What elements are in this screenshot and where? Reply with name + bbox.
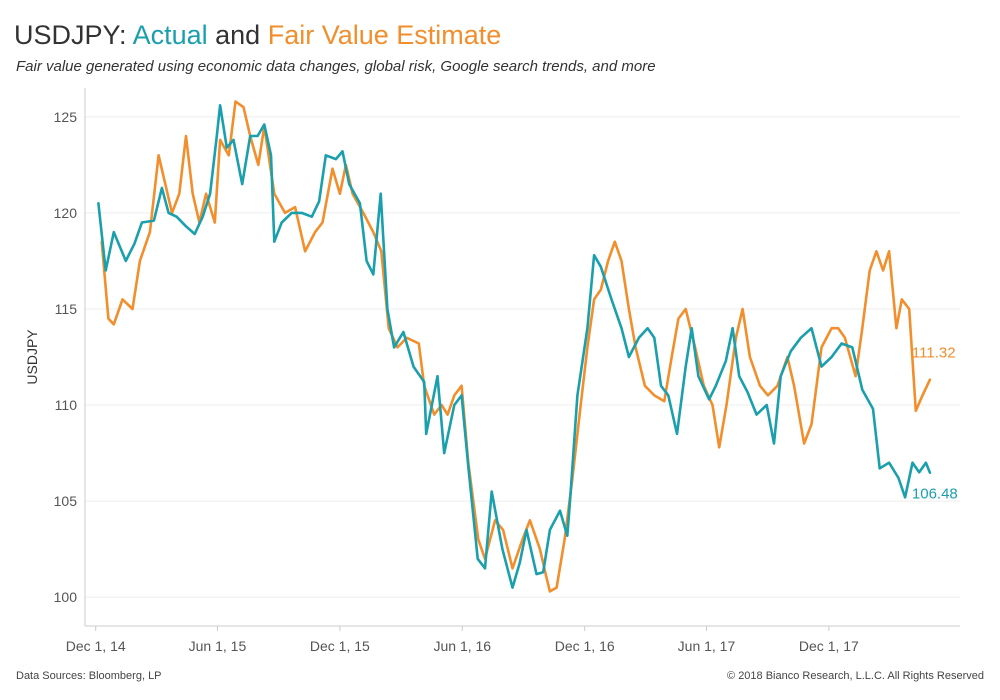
x-tick-label: Dec 1, 17 <box>799 638 859 654</box>
end-label-fair-value-estimate: 111.32 <box>912 345 956 362</box>
title-fair: Fair Value Estimate <box>267 20 502 50</box>
data-sources: Data Sources: Bloomberg, LP <box>16 670 162 682</box>
x-tick-label: Dec 1, 16 <box>555 638 615 654</box>
x-tick-label: Dec 1, 15 <box>310 638 370 654</box>
copyright: © 2018 Bianco Research, L.L.C. All Right… <box>727 670 984 682</box>
title-actual: Actual <box>132 20 208 50</box>
series-line-fair-value-estimate <box>100 100 932 593</box>
title-and: and <box>215 20 261 50</box>
axes: 100 105 110 115 120 125 Dec 1, 14 Jun 1, 15 Dec … <box>24 88 960 654</box>
series-lines <box>97 100 932 593</box>
x-tick-label: Jun 1, 16 <box>433 638 491 654</box>
chart-title: USDJPY: Actual and Fair Value Estimate <box>14 20 501 51</box>
chart-subtitle: Fair value generated using economic data… <box>16 58 656 75</box>
y-tick-label: 110 <box>55 397 78 413</box>
y-tick-label: 105 <box>54 493 78 509</box>
y-tick-label: 100 <box>54 589 78 605</box>
y-axis-title: USDJPY <box>24 329 40 385</box>
x-tick-label: Jun 1, 15 <box>189 638 247 654</box>
y-tick-label: 115 <box>55 301 78 317</box>
series-line-actual <box>97 104 932 589</box>
x-tick-label: Jun 1, 17 <box>678 638 736 654</box>
end-labels: 106.48 111.32 <box>912 345 958 503</box>
x-tick-label: Dec 1, 14 <box>66 638 126 654</box>
end-label-actual: 106.48 <box>912 486 958 503</box>
title-prefix: USDJPY: <box>14 20 127 50</box>
y-tick-label: 125 <box>54 109 78 125</box>
y-tick-label: 120 <box>54 205 78 221</box>
